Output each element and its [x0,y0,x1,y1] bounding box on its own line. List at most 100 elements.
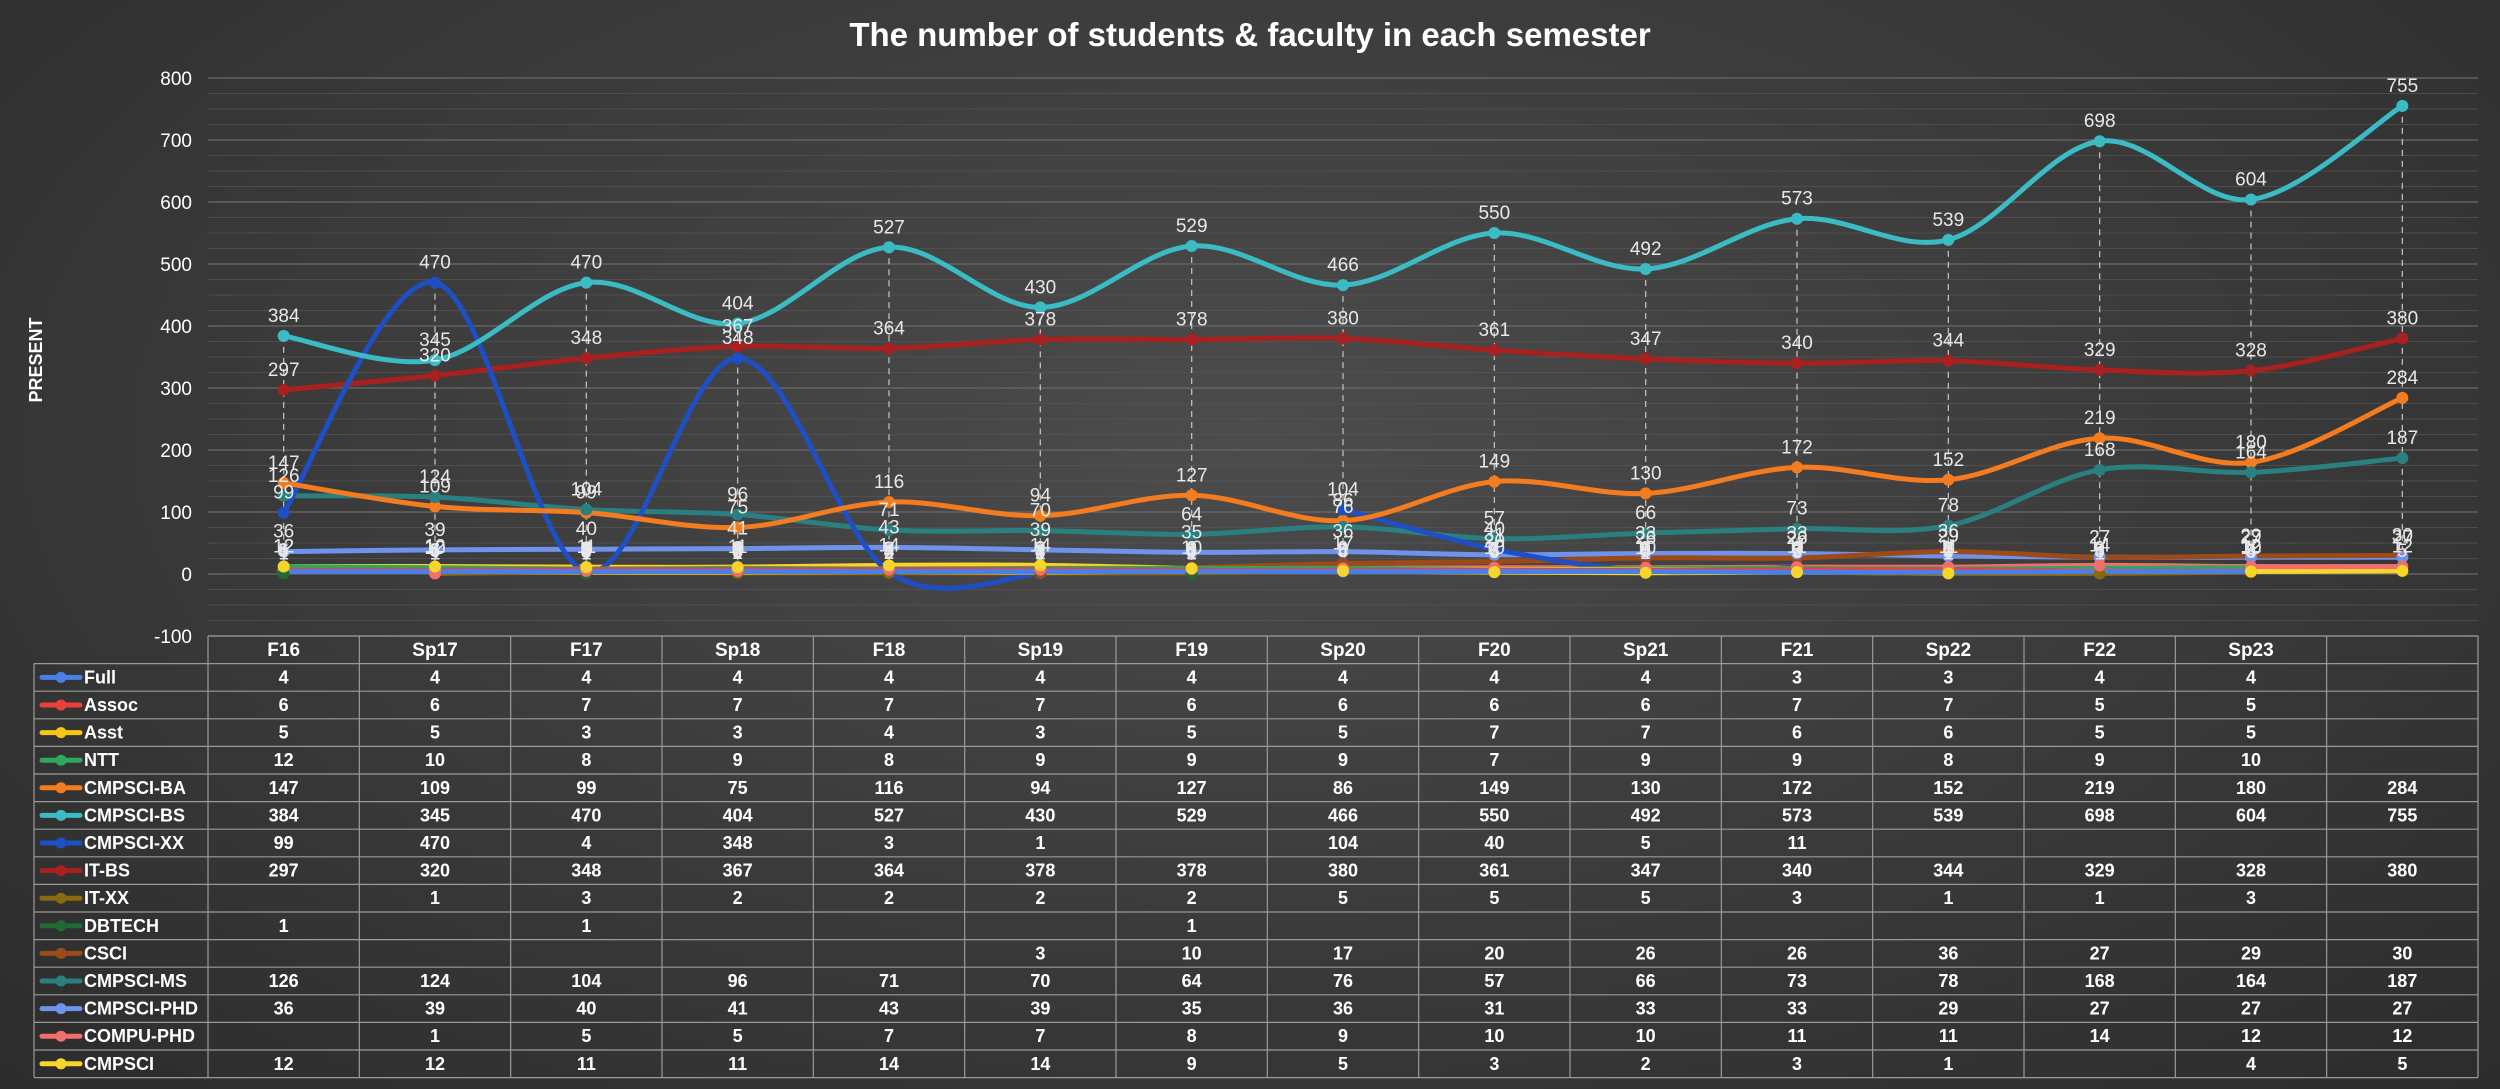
data-label: 5 [2246,541,2257,562]
table-cell: 2 [1187,888,1197,908]
data-label: 12 [273,537,294,558]
data-label: 492 [1630,239,1662,260]
table-cell: 5 [733,1026,743,1046]
table-cell: 4 [884,723,894,743]
data-label: 4 [278,542,289,563]
data-label: 39 [424,520,445,541]
point-cmpsci-ms [1639,527,1652,540]
table-cell: 3 [1792,888,1802,908]
data-label: 2 [1035,543,1046,564]
data-label: 10 [2240,538,2261,559]
table-cell: 1 [430,1026,440,1046]
series-line-csci [1037,549,2405,575]
data-label: 11 [1787,537,1807,558]
legend-label: Assoc [84,695,138,715]
table-cell: 27 [2241,999,2261,1019]
table-cell: 380 [2387,861,2417,881]
data-label: 5 [2094,541,2105,562]
table-cell: 26 [1787,943,1807,963]
table-cell: 4 [2246,1054,2256,1074]
table-cell: 1 [2095,888,2105,908]
data-label: 3 [1943,542,1954,563]
point-cmpsci [2245,565,2257,578]
data-label: 284 [2386,368,2418,389]
data-label: 12 [424,537,445,558]
data-label: 147 [268,453,300,474]
data-label: 124 [419,467,451,488]
data-label: 14 [1030,535,1052,556]
data-label: 27 [2392,527,2413,548]
table-cell: 12 [274,750,294,770]
table-cell: 361 [1479,861,1509,881]
table-cell: 11 [728,1054,747,1074]
table-cell: 3 [581,723,591,743]
data-label: 3 [1035,542,1046,563]
table-cell: 5 [2397,1054,2407,1074]
data-label: 3 [732,542,743,563]
table-cell: 71 [879,971,899,991]
y-tick-label: -100 [154,627,192,648]
y-axis-ticks: -100 0 100 200 300 400 500 600 700 800 [154,69,192,648]
table-cell: 124 [420,971,450,991]
data-label: 4 [1489,542,1500,563]
data-label: 86 [1332,491,1353,512]
data-label: 9 [1035,538,1046,559]
table-cell: 378 [1025,861,1055,881]
table-cell: 1 [1035,833,1045,853]
table-cell: 66 [1636,971,1656,991]
data-label: 3 [884,542,895,563]
table-cell: 33 [1636,999,1656,1019]
data-label: 7 [1035,540,1046,561]
table-cell: 348 [571,861,601,881]
data-label: 4 [2246,542,2257,563]
data-label: 1 [430,543,441,564]
data-label: 1 [2094,543,2105,564]
data-label: 5 [2397,541,2408,562]
data-label: 4 [2246,542,2257,563]
point-cmpsci [1639,566,1652,579]
data-label: 43 [878,517,899,538]
table-cell: 9 [1792,750,1802,770]
point-cmpsci-bs [1791,212,1803,225]
table-cell: 4 [1035,667,1045,687]
point-cmpsci-ms [1488,532,1501,545]
data-label: 3 [1792,542,1803,563]
table-cell: 11 [1939,1026,1958,1046]
data-label: 6 [430,540,441,561]
table-cell: 6 [1489,695,1499,715]
point-it-bs [1639,352,1652,365]
table-cell: 149 [1479,778,1509,798]
data-label: 3 [1792,542,1803,563]
data-label: 30 [2392,525,2413,546]
data-label: 31 [1484,525,1505,546]
point-cmpsci-phd [429,543,441,556]
table-cell: 329 [2085,861,2115,881]
data-label: 378 [1024,310,1056,331]
data-label: 348 [722,328,754,349]
point-cmpsci [429,560,441,573]
table-cell: 10 [1484,1026,1504,1046]
data-label: 4 [2094,542,2105,563]
point-it-bs [2093,364,2106,377]
data-label: 1 [430,543,441,564]
data-label: 8 [884,539,895,560]
legend-label: Full [84,667,116,687]
data-label: 36 [1332,522,1353,543]
table-cell: 6 [279,695,289,715]
point-cmpsci-bs [1639,262,1652,275]
table-cell: 1 [279,916,289,936]
point-it-bs [1034,333,1047,346]
table-cell: 2 [1641,1054,1651,1074]
table-cell: 10 [425,750,445,770]
table-cell: 3 [1489,1054,1499,1074]
table-cell: 7 [1792,695,1802,715]
data-label: 7 [884,540,895,561]
table-cell: 5 [1489,888,1499,908]
data-label: 14 [878,535,900,556]
table-cell: 35 [1182,999,1202,1019]
data-label: 27 [2089,527,2110,548]
category-label: F21 [1781,640,1814,661]
data-label: 9 [1640,538,1651,559]
table-cell: 64 [1182,971,1202,991]
series-line-full [281,568,2254,575]
